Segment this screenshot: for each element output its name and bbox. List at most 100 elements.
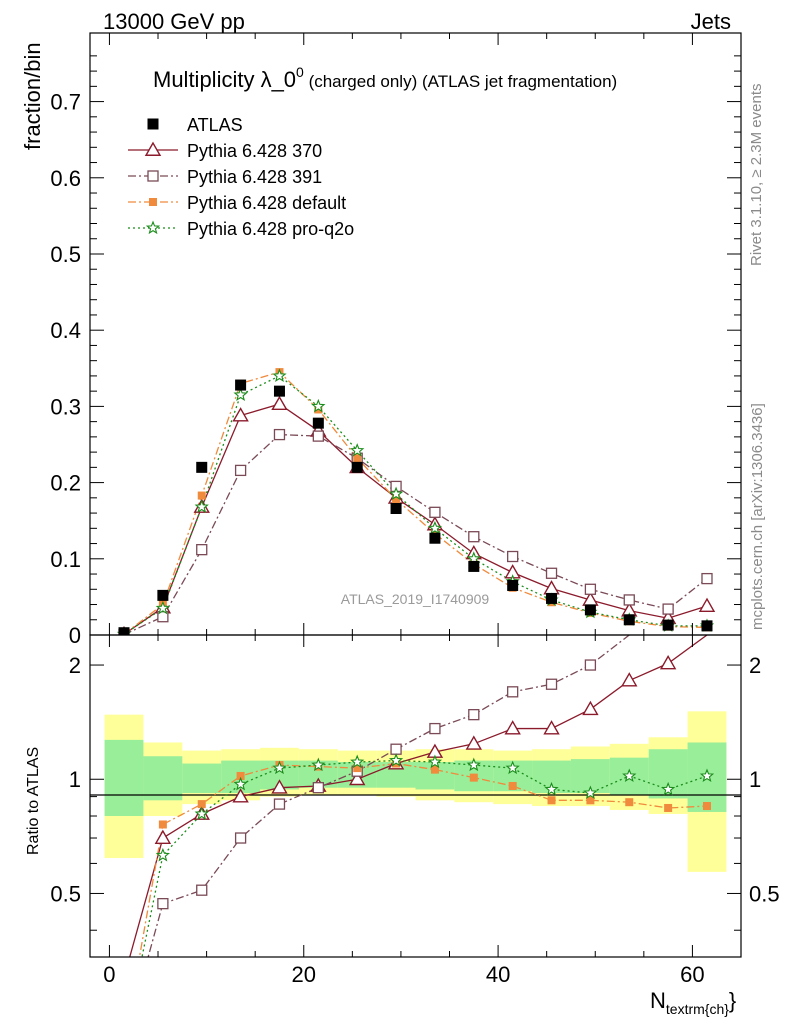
ratio-point xyxy=(234,832,247,844)
ratio-point xyxy=(660,781,676,796)
ratio-series-line xyxy=(147,635,632,957)
y-tick-label: 0.3 xyxy=(50,394,81,419)
data-point xyxy=(468,560,480,572)
x-axis-label-sub: textrm{ch} xyxy=(666,1001,729,1017)
x-axis-label-close: } xyxy=(729,988,736,1013)
plot-title-main: Multiplicity λ_0 xyxy=(153,67,296,92)
data-point xyxy=(546,592,558,604)
ratio-point xyxy=(621,672,638,687)
data-point xyxy=(157,589,169,601)
x-tick-label: 40 xyxy=(486,962,510,987)
series-point xyxy=(155,600,171,615)
y-tick-label: 0.2 xyxy=(50,471,81,496)
legend-marker xyxy=(149,198,157,206)
data-point xyxy=(196,461,208,473)
ratio-point xyxy=(702,802,711,811)
series-point xyxy=(233,387,248,402)
ratio-point xyxy=(233,776,248,791)
series-point xyxy=(543,580,560,595)
ratio-point xyxy=(547,796,556,805)
series-point xyxy=(507,550,519,563)
series-point xyxy=(584,583,597,595)
ratio-point xyxy=(545,678,558,690)
ratio-point xyxy=(468,709,480,721)
data-point xyxy=(235,379,247,391)
ratio-point xyxy=(465,735,483,750)
ratio-point xyxy=(388,753,404,767)
ratio-tick-label-right: 2 xyxy=(749,653,761,678)
data-point xyxy=(701,620,713,632)
plot-title-sup: 0 xyxy=(296,64,304,80)
y-tick-label: 0.6 xyxy=(50,166,81,191)
series-point xyxy=(698,597,716,612)
x-axis-label-main: N xyxy=(650,988,666,1013)
y-tick-label: 0 xyxy=(69,623,81,648)
series-point xyxy=(392,495,401,504)
legend-marker xyxy=(147,170,159,182)
ratio-point xyxy=(196,884,208,896)
ratio-point xyxy=(197,800,206,809)
series-point xyxy=(271,395,288,411)
band-green xyxy=(104,739,144,817)
series-line xyxy=(123,433,708,635)
y-tick-label: 0.1 xyxy=(50,547,81,572)
legend-marker xyxy=(144,141,162,156)
x-tick-label: 60 xyxy=(680,962,704,987)
series-point xyxy=(196,544,208,556)
ratio-point xyxy=(543,720,560,735)
series-point xyxy=(353,454,362,463)
data-point xyxy=(312,417,324,429)
series-point xyxy=(311,398,326,413)
mcplots-label: mcplots.cern.ch [arXiv:1306.3436] xyxy=(749,403,766,630)
header-left: 13000 GeV pp xyxy=(103,9,245,34)
ratio-point xyxy=(584,659,597,671)
ratio-point xyxy=(390,743,402,755)
ratio-bands xyxy=(104,711,727,872)
ratio-series-line xyxy=(129,635,708,957)
ratio-point xyxy=(582,700,599,716)
ratio-point xyxy=(353,764,362,773)
series-point xyxy=(272,368,287,382)
ratio-point xyxy=(429,722,441,735)
data-point xyxy=(273,385,285,397)
ratio-point xyxy=(586,796,595,805)
series-point xyxy=(312,430,324,442)
ratio-point xyxy=(466,757,481,772)
x-tick-label: 20 xyxy=(292,962,316,987)
data-point xyxy=(390,503,402,515)
ratio-point xyxy=(232,788,249,803)
ratio-point xyxy=(583,785,598,800)
ratio-tick-label: 1 xyxy=(69,767,81,792)
band-green xyxy=(143,756,183,801)
main-series xyxy=(116,368,716,635)
axes: 0 20 40 60 0 0.1 0.2 0.3 0.4 0.5 0.6 0.7 0.5 0.5 1 1 2 2 xyxy=(50,33,780,987)
legend-label: Pythia 6.428 pro-q2o xyxy=(187,219,354,239)
ratio-y-axis-label: Ratio to ATLAS xyxy=(25,747,42,855)
series-point xyxy=(234,464,247,477)
ratio-tick-label-right: 0.5 xyxy=(749,881,780,906)
series-point xyxy=(623,594,635,606)
ratio-point xyxy=(664,803,673,812)
ratio-point xyxy=(312,782,324,794)
data-point xyxy=(351,461,363,473)
x-axis-label: Ntextrm{ch}} xyxy=(650,988,736,1017)
ratio-point xyxy=(350,754,365,769)
ratio-point xyxy=(469,773,478,782)
ratio-point xyxy=(504,720,521,735)
ratio-series-line xyxy=(138,762,708,957)
ratio-tick-label: 2 xyxy=(69,653,81,678)
series-point xyxy=(468,531,480,543)
ratio-point xyxy=(272,760,287,775)
data-point xyxy=(118,627,130,635)
ratio-point xyxy=(273,798,286,810)
series-point xyxy=(197,491,206,500)
series-point xyxy=(194,499,209,514)
ratio-point xyxy=(271,779,288,794)
data-point xyxy=(662,619,674,631)
ratio-point xyxy=(659,654,677,670)
ratio-point xyxy=(430,765,439,774)
rivet-version-label: Rivet 3.1.10, ≥ 2.3M events xyxy=(748,84,765,267)
series-point xyxy=(157,611,169,623)
series-point xyxy=(429,506,441,518)
